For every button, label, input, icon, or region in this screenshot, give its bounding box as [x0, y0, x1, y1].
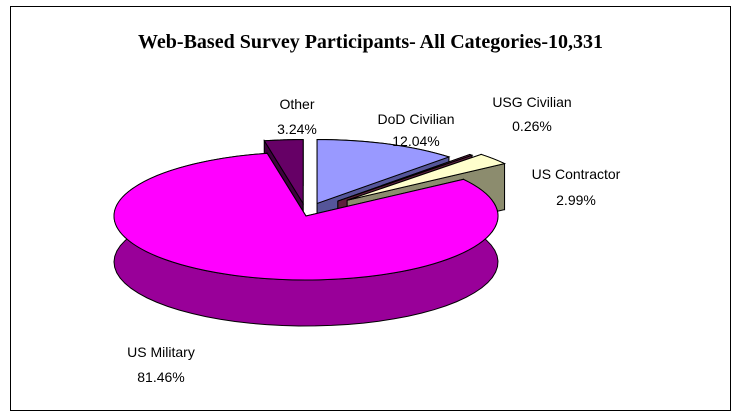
pie-slice-top: [316, 138, 451, 205]
slice-value-us-contractor: 2.99%: [556, 192, 596, 208]
pie-slice-top: [113, 152, 499, 281]
pie-slice-top: [263, 138, 304, 206]
slice-label-usg-civilian: USG Civilian: [492, 94, 571, 110]
slice-label-us-contractor: US Contractor: [532, 166, 621, 182]
slice-value-us-military: 81.46%: [137, 369, 184, 385]
pie-slice-us-military: [113, 151, 499, 327]
slice-label-us-military: US Military: [127, 344, 195, 360]
slice-label-dod-civilian: DoD Civilian: [377, 111, 454, 127]
slice-value-dod-civilian: 12.04%: [392, 133, 439, 149]
slice-value-usg-civilian: 0.26%: [512, 118, 552, 134]
pie-slice-top: [337, 153, 474, 202]
pie-slice-top: [347, 153, 507, 201]
chart-title: Web-Based Survey Participants- All Categ…: [138, 31, 603, 53]
slice-label-other: Other: [279, 96, 314, 112]
slice-value-other: 3.24%: [277, 121, 317, 137]
